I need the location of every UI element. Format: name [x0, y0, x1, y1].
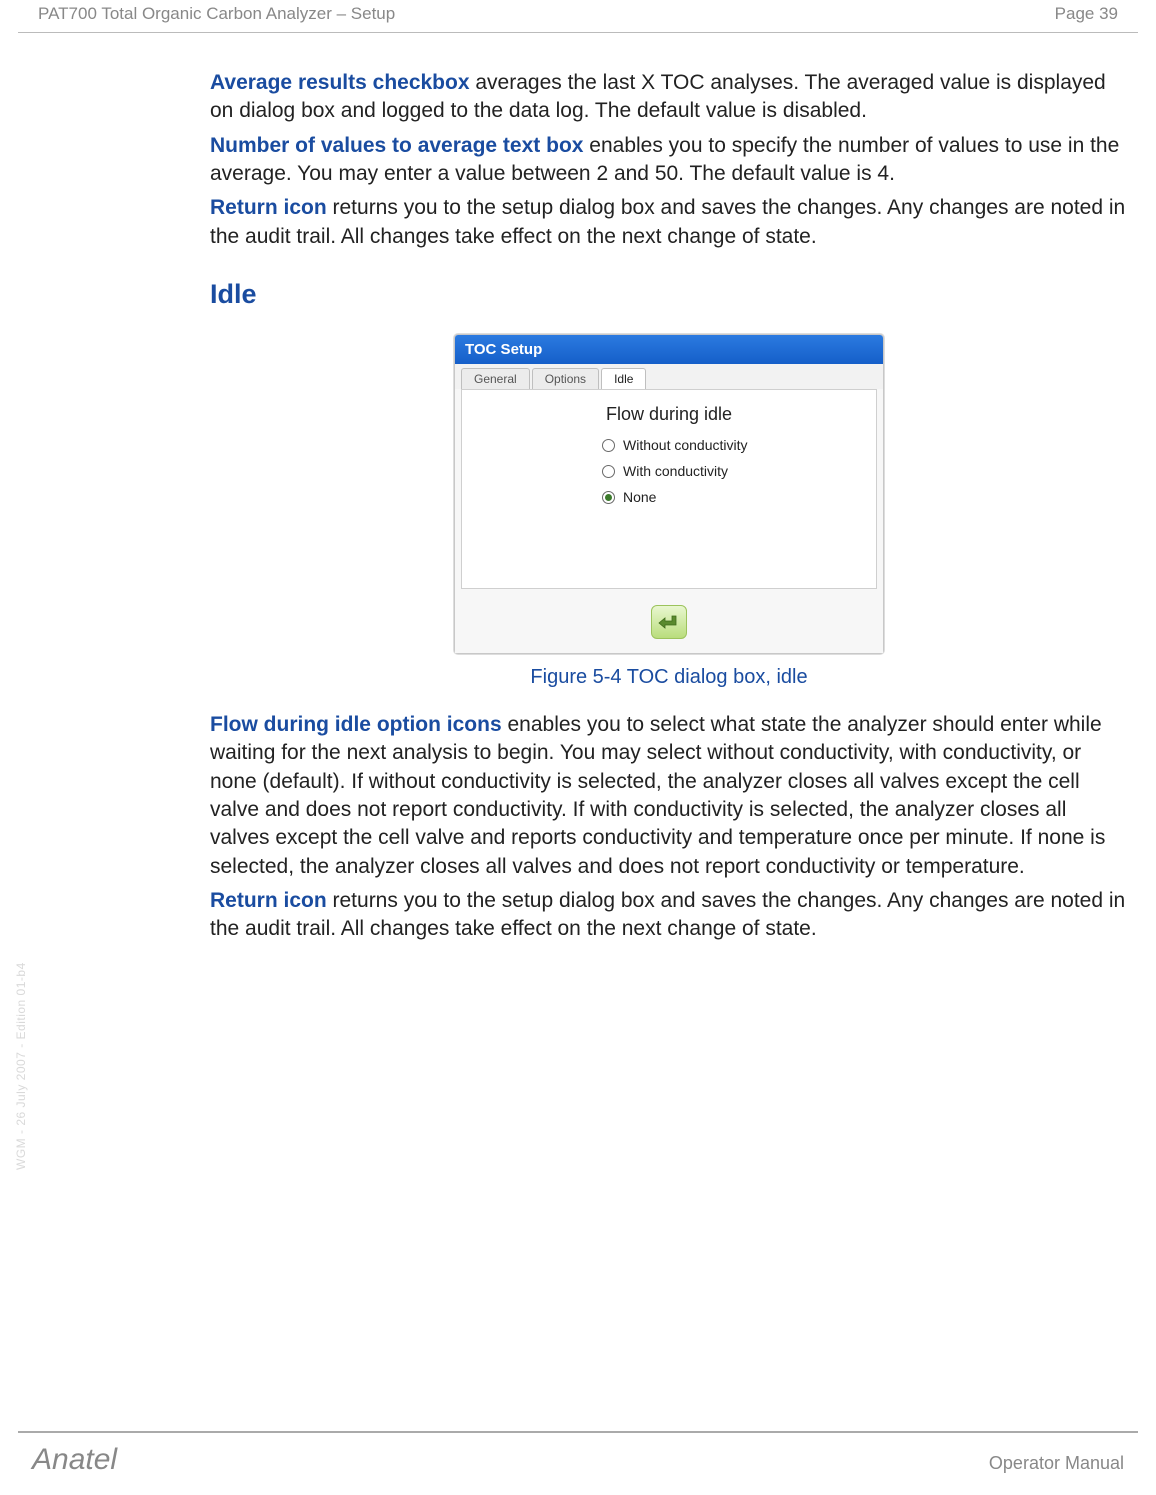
radio-label: With conductivity: [623, 463, 728, 479]
tab-body-idle: Flow during idle Without conductivity Wi…: [461, 389, 877, 589]
footer-manual: Operator Manual: [989, 1453, 1124, 1474]
radio-without-conductivity[interactable]: Without conductivity: [602, 437, 876, 453]
radio-with-conductivity[interactable]: With conductivity: [602, 463, 876, 479]
desc-return-icon-1: returns you to the setup dialog box and …: [210, 196, 1125, 247]
return-arrow-icon: [658, 612, 680, 632]
desc-flow-idle: enables you to select what state the ana…: [210, 713, 1105, 878]
footer-brand: Anatel: [32, 1443, 117, 1477]
desc-return-icon-2: returns you to the setup dialog box and …: [210, 889, 1125, 940]
radio-icon-selected: [602, 491, 615, 504]
toc-setup-dialog: TOC Setup General Options Idle Flow duri…: [454, 334, 884, 654]
radio-icon: [602, 439, 615, 452]
radio-label: None: [623, 489, 656, 505]
term-flow-idle: Flow during idle option icons: [210, 713, 502, 736]
dialog-button-bar: [455, 595, 883, 653]
flow-during-idle-label: Flow during idle: [462, 404, 876, 425]
page-number: Page 39: [1055, 4, 1118, 24]
side-revision-text: WGM - 26 July 2007 - Edition 01-b4: [14, 962, 28, 1170]
section-heading-idle: Idle: [210, 279, 1128, 310]
radio-icon: [602, 465, 615, 478]
tab-general[interactable]: General: [461, 368, 530, 389]
doc-section-title: PAT700 Total Organic Carbon Analyzer – S…: [38, 4, 395, 24]
term-return-icon-1: Return icon: [210, 196, 327, 219]
dialog-titlebar: TOC Setup: [455, 335, 883, 364]
tab-options[interactable]: Options: [532, 368, 599, 389]
radio-none[interactable]: None: [602, 489, 876, 505]
return-button[interactable]: [651, 605, 687, 639]
term-num-values: Number of values to average text box: [210, 134, 583, 157]
tab-idle[interactable]: Idle: [601, 368, 646, 389]
term-average-results: Average results checkbox: [210, 71, 470, 94]
radio-label: Without conductivity: [623, 437, 748, 453]
dialog-tabstrip: General Options Idle: [455, 364, 883, 389]
figure-caption: Figure 5-4 TOC dialog box, idle: [210, 666, 1128, 689]
term-return-icon-2: Return icon: [210, 889, 327, 912]
